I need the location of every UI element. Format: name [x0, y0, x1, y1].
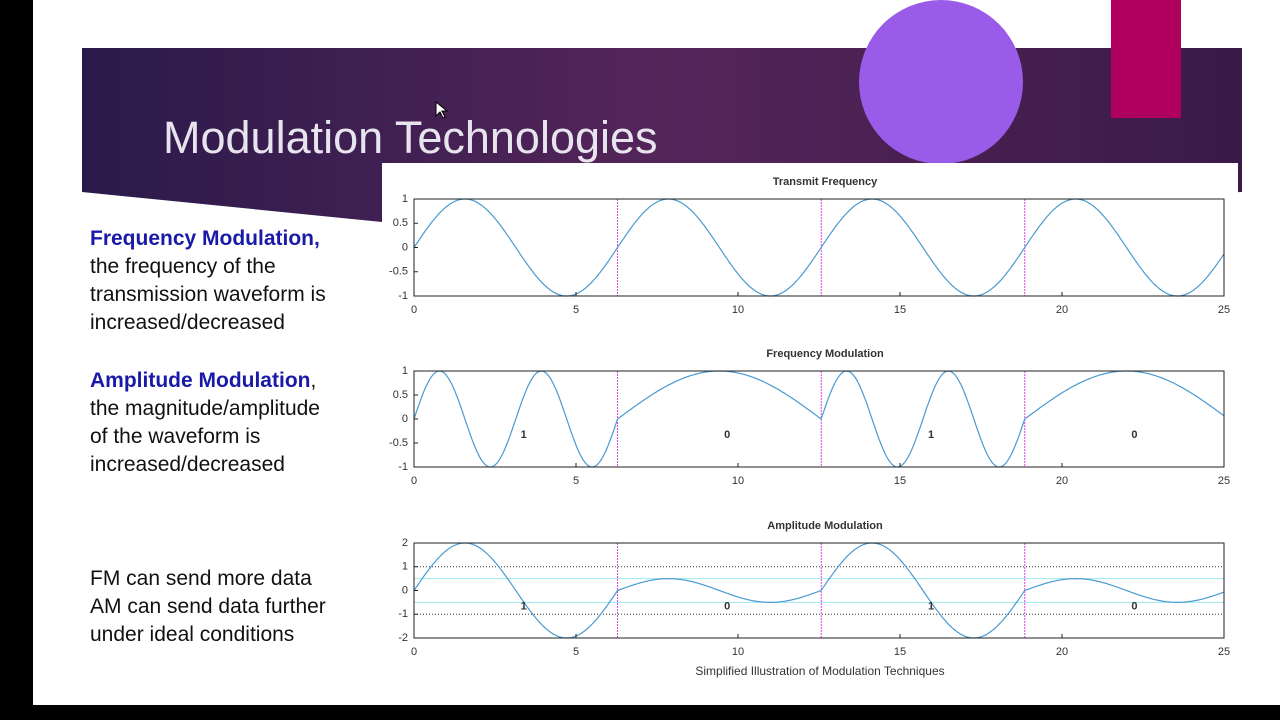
bit-label: 0	[1131, 600, 1137, 612]
bit-label: 1	[928, 429, 934, 441]
paragraph-lead: Amplitude Modulation,	[90, 369, 316, 392]
lead-tail: ,	[310, 369, 316, 392]
paragraph-line: transmission waveform is	[90, 283, 326, 306]
paragraph-line: increased/decreased	[90, 311, 285, 334]
x-tick-label: 10	[732, 304, 744, 316]
paragraph-line: the frequency of the	[90, 255, 276, 278]
x-tick-label: 25	[1218, 646, 1230, 658]
y-tick-label: 0	[402, 413, 408, 425]
x-tick-label: 25	[1218, 304, 1230, 316]
x-tick-label: 25	[1218, 475, 1230, 487]
bit-label: 0	[1131, 429, 1137, 441]
bit-label: 0	[724, 429, 730, 441]
x-tick-label: 15	[894, 304, 906, 316]
x-tick-label: 0	[411, 304, 417, 316]
plot: Transmit Frequency 0 5 10 15 20 25 1 0.5 0 -0.5 -1	[389, 176, 1230, 316]
slide-title: Modulation Technologies	[163, 112, 658, 163]
paragraph-line: AM can send data further	[90, 595, 326, 618]
y-tick-label: 0	[402, 584, 408, 596]
plot-title: Frequency Modulation	[766, 348, 884, 360]
waveform	[413, 198, 1225, 297]
y-tick-label: 0.5	[393, 389, 408, 401]
y-tick-label: -0.5	[389, 437, 408, 449]
y-tick-label: 1	[402, 365, 408, 377]
x-tick-label: 10	[732, 475, 744, 487]
bit-label: 1	[521, 600, 527, 612]
lead-text: Frequency Modulation,	[90, 227, 320, 250]
paragraph-line: of the waveform is	[90, 425, 260, 448]
paragraph-lead: Frequency Modulation,	[90, 227, 320, 250]
y-tick-label: 0	[402, 241, 408, 253]
x-tick-label: 20	[1056, 646, 1068, 658]
bit-label: 1	[521, 429, 527, 441]
lead-text: Amplitude Modulation	[90, 369, 310, 392]
y-tick-label: -1	[398, 461, 408, 473]
decor-circle	[859, 0, 1023, 164]
y-tick-label: 1	[402, 193, 408, 205]
x-tick-label: 5	[573, 475, 579, 487]
x-tick-label: 20	[1056, 475, 1068, 487]
waveform	[413, 542, 1225, 639]
y-tick-label: -2	[398, 632, 408, 644]
x-tick-label: 15	[894, 646, 906, 658]
x-tick-label: 20	[1056, 304, 1068, 316]
decor-bar	[1111, 0, 1181, 118]
bit-label: 0	[724, 600, 730, 612]
y-tick-label: -0.5	[389, 266, 408, 278]
x-tick-label: 5	[573, 646, 579, 658]
x-tick-label: 0	[411, 475, 417, 487]
x-tick-label: 10	[732, 646, 744, 658]
y-tick-label: -1	[398, 290, 408, 302]
paragraph-line: the magnitude/amplitude	[90, 397, 320, 420]
x-tick-label: 5	[573, 304, 579, 316]
bit-label: 1	[928, 600, 934, 612]
x-tick-label: 15	[894, 475, 906, 487]
paragraph-line: under ideal conditions	[90, 623, 294, 646]
paragraph-line: increased/decreased	[90, 453, 285, 476]
figure	[382, 163, 1238, 685]
plot-title: Transmit Frequency	[773, 176, 878, 188]
waveform	[413, 370, 1225, 468]
y-tick-label: 2	[402, 537, 408, 549]
cursor	[435, 100, 449, 119]
plot-title: Amplitude Modulation	[767, 520, 883, 532]
figure-caption: Simplified Illustration of Modulation Te…	[695, 664, 944, 678]
x-tick-label: 0	[411, 646, 417, 658]
y-tick-label: 0.5	[393, 217, 408, 229]
paragraph-line: FM can send more data	[90, 567, 312, 590]
y-tick-label: 1	[402, 561, 408, 573]
y-tick-label: -1	[398, 608, 408, 620]
